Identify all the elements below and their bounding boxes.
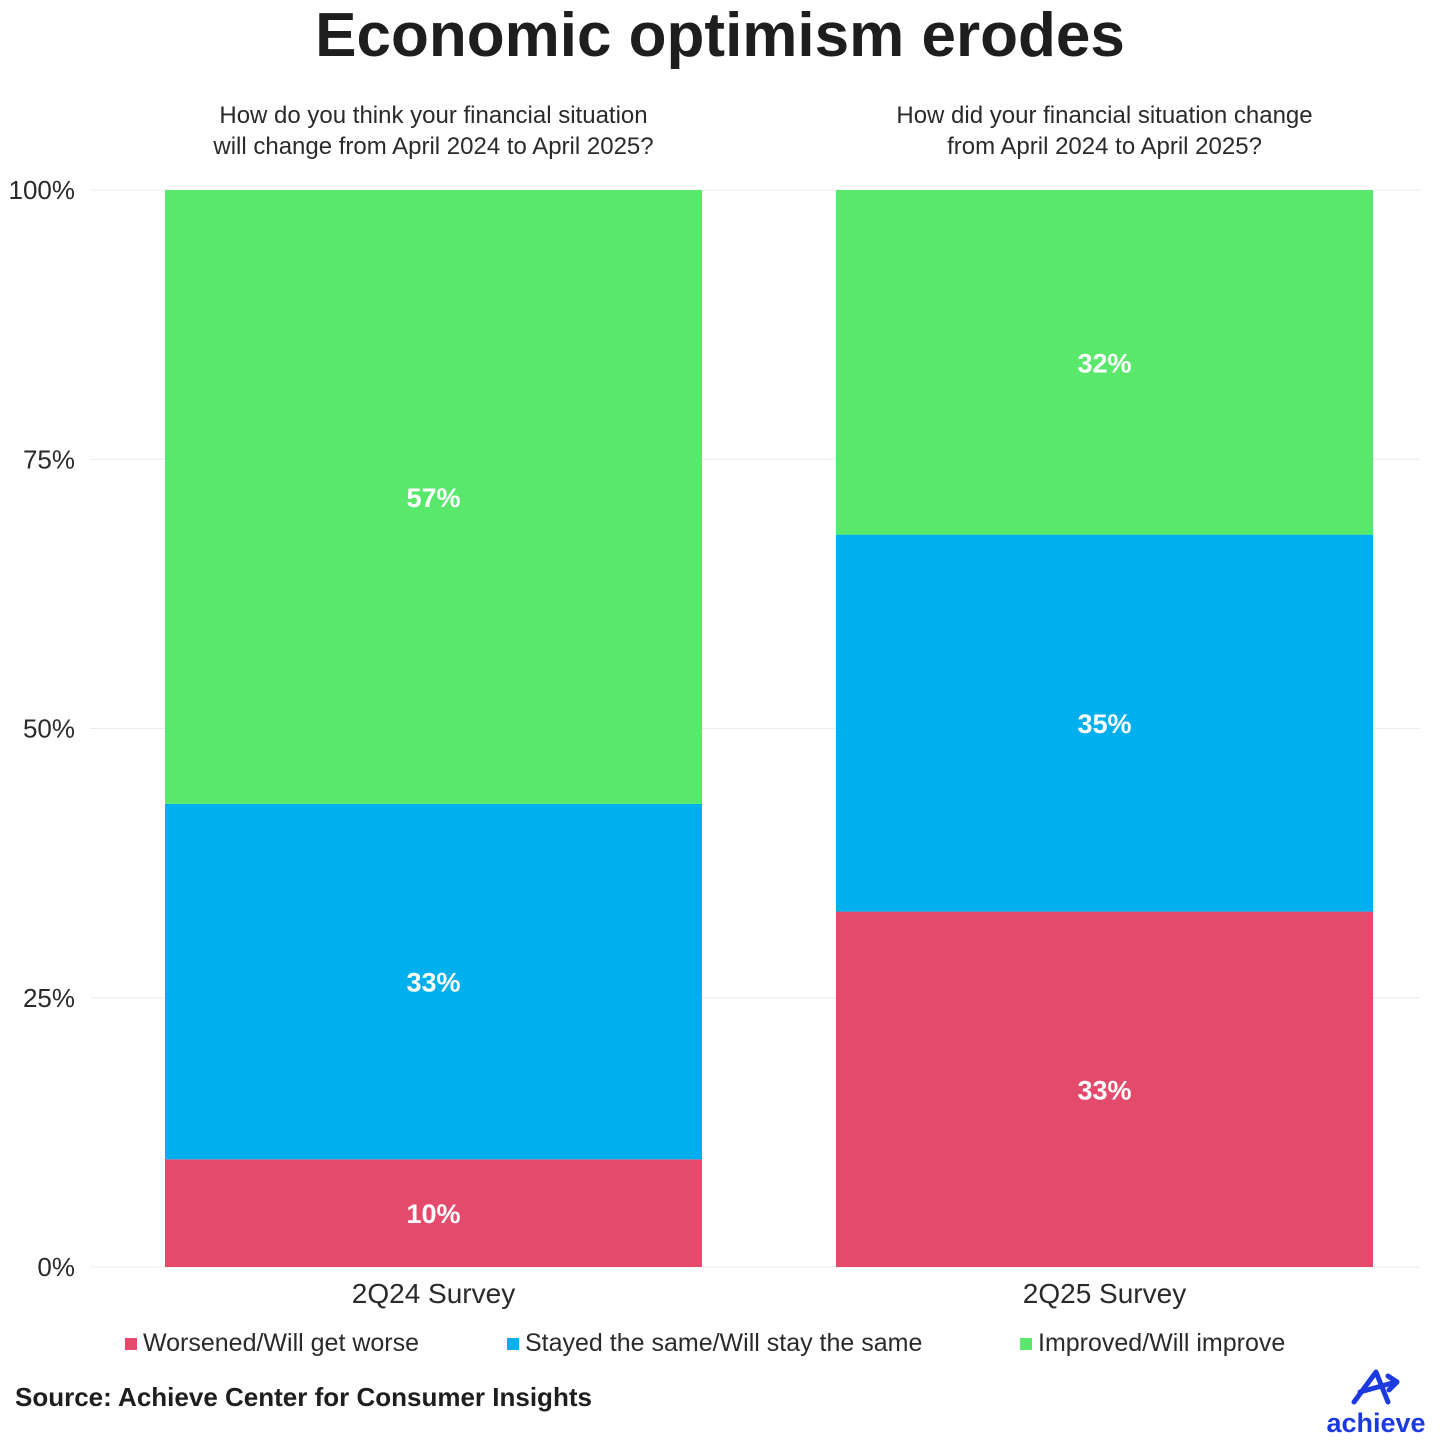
legend-swatch xyxy=(507,1338,519,1350)
bars xyxy=(165,190,1373,1267)
data-label: 33% xyxy=(1077,1075,1131,1105)
y-tick-label: 25% xyxy=(23,983,75,1013)
bar-segment xyxy=(836,190,1373,535)
data-label: 35% xyxy=(1077,709,1131,739)
y-tick-label: 50% xyxy=(23,714,75,744)
source-note: Source: Achieve Center for Consumer Insi… xyxy=(15,1382,592,1412)
y-axis: 0% 25% 50% 75% 100% xyxy=(9,175,76,1282)
bar-segment xyxy=(165,190,702,804)
data-label: 57% xyxy=(406,483,460,513)
bar-segment xyxy=(836,911,1373,1267)
bar-segment xyxy=(165,803,702,1160)
panel-subtitle-line: How did your financial situation change xyxy=(896,102,1312,129)
legend-label: Improved/Will improve xyxy=(1038,1329,1285,1357)
y-tick-label: 0% xyxy=(37,1252,75,1282)
data-label: 32% xyxy=(1077,348,1131,378)
legend-swatch xyxy=(125,1338,137,1350)
bar-segment xyxy=(836,534,1373,912)
data-label: 33% xyxy=(406,968,460,998)
legend: Worsened/Will get worse Stayed the same/W… xyxy=(125,1329,1285,1357)
panel-subtitle-line: will change from April 2024 to April 202… xyxy=(212,133,653,160)
y-tick-label: 75% xyxy=(23,444,75,474)
panel-subtitle-line: from April 2024 to April 2025? xyxy=(947,133,1262,160)
achieve-arrow-icon xyxy=(1351,1369,1400,1405)
data-label: 10% xyxy=(406,1199,460,1229)
logo-wordmark: achieve xyxy=(1326,1408,1425,1438)
x-axis: 2Q24 Survey 2Q25 Survey xyxy=(352,1278,1186,1309)
legend-swatch xyxy=(1020,1338,1032,1350)
y-tick-label: 100% xyxy=(9,175,76,205)
x-tick-label: 2Q25 Survey xyxy=(1023,1278,1186,1309)
legend-label: Worsened/Will get worse xyxy=(143,1329,419,1357)
panel-subtitle-line: How do you think your financial situatio… xyxy=(219,102,647,129)
panel-subtitles: How do you think your financial situatio… xyxy=(212,102,1312,160)
chart-title: Economic optimism erodes xyxy=(315,1,1125,70)
x-tick-label: 2Q24 Survey xyxy=(352,1278,515,1309)
achieve-logo: achieve xyxy=(1326,1369,1426,1438)
data-labels: 10% 33% 57% 33% 35% 32% xyxy=(406,348,1131,1229)
legend-label: Stayed the same/Will stay the same xyxy=(525,1329,922,1357)
bar-segment xyxy=(165,1159,702,1267)
